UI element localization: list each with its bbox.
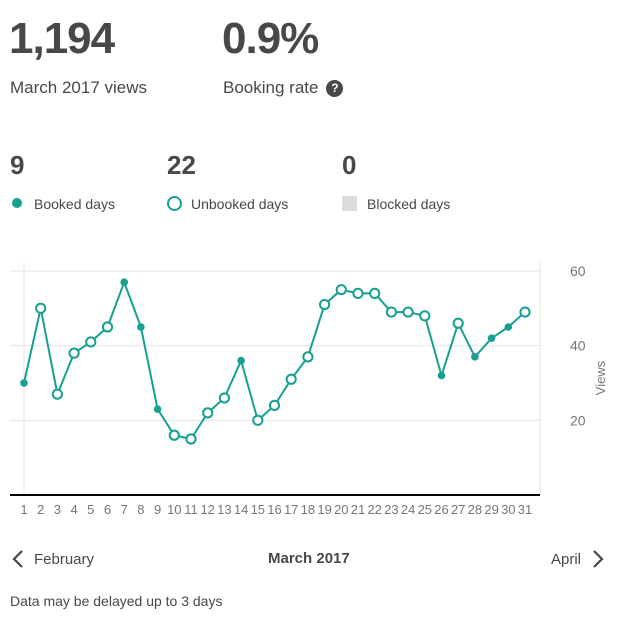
unbooked-day-point[interactable] bbox=[168, 429, 180, 441]
x-tick-label: 10 bbox=[167, 502, 181, 517]
x-tick-label: 3 bbox=[54, 502, 61, 517]
x-tick-label: 19 bbox=[317, 502, 331, 517]
unbooked-ring-icon bbox=[167, 196, 182, 211]
x-tick-label: 22 bbox=[367, 502, 381, 517]
y-axis-title: Views bbox=[593, 360, 608, 395]
x-tick-label: 30 bbox=[501, 502, 515, 517]
x-tick-label: 11 bbox=[184, 502, 198, 517]
unbooked-day-point[interactable] bbox=[319, 299, 331, 311]
booking-rate-label: Booking rate bbox=[223, 78, 319, 97]
next-month-link[interactable]: April bbox=[551, 548, 604, 570]
unbooked-days-label: Unbooked days bbox=[191, 196, 289, 212]
x-tick-label: 5 bbox=[87, 502, 94, 517]
prev-month-label: February bbox=[34, 550, 95, 568]
booked-day-point[interactable] bbox=[504, 323, 513, 331]
unbooked-day-point[interactable] bbox=[519, 306, 531, 318]
x-tick-label: 18 bbox=[301, 502, 315, 517]
views-label: March 2017 views bbox=[10, 78, 148, 97]
x-tick-label: 28 bbox=[468, 502, 482, 517]
unbooked-day-point[interactable] bbox=[352, 287, 364, 300]
x-tick-label: 8 bbox=[137, 502, 144, 517]
booked-day-point[interactable] bbox=[120, 278, 128, 286]
unbooked-day-point[interactable] bbox=[85, 336, 97, 348]
data-delay-note: Data may be delayed up to 3 days bbox=[10, 593, 223, 609]
unbooked-day-point[interactable] bbox=[369, 287, 381, 300]
views-series-line bbox=[23, 281, 526, 440]
booked-day-point[interactable] bbox=[437, 371, 446, 380]
unbooked-day-point[interactable] bbox=[51, 388, 64, 400]
unbooked-day-point[interactable] bbox=[285, 373, 297, 385]
unbooked-day-point[interactable] bbox=[252, 414, 264, 426]
x-tick-label: 9 bbox=[154, 502, 161, 517]
current-month-label: March 2017 bbox=[268, 550, 350, 567]
x-tick-label: 6 bbox=[104, 502, 111, 517]
x-tick-label: 12 bbox=[200, 502, 214, 517]
x-tick-label: 27 bbox=[451, 502, 465, 517]
x-tick-label: 7 bbox=[121, 502, 128, 517]
unbooked-day-point[interactable] bbox=[385, 306, 397, 318]
unbooked-day-point[interactable] bbox=[202, 407, 214, 419]
x-tick-label: 15 bbox=[251, 502, 265, 517]
x-tick-label: 2 bbox=[37, 502, 44, 517]
x-tick-label: 16 bbox=[267, 502, 281, 517]
unbooked-day-point[interactable] bbox=[101, 321, 114, 333]
booked-day-point[interactable] bbox=[237, 356, 245, 365]
booked-days-label: Booked days bbox=[34, 196, 115, 212]
x-tick-label: 20 bbox=[334, 502, 348, 517]
blocked-days-value: 0 bbox=[342, 150, 357, 180]
x-tick-label: 24 bbox=[401, 502, 415, 517]
next-month-label: April bbox=[551, 550, 582, 568]
y-tick-label: 20 bbox=[570, 412, 586, 428]
x-tick-label: 17 bbox=[284, 502, 298, 517]
unbooked-day-point[interactable] bbox=[419, 310, 431, 322]
chevron-right-icon bbox=[593, 550, 604, 568]
x-tick-label: 1 bbox=[20, 502, 27, 517]
booked-day-point[interactable] bbox=[471, 353, 479, 361]
unbooked-day-point[interactable] bbox=[35, 302, 47, 314]
unbooked-day-point[interactable] bbox=[68, 347, 80, 359]
x-tick-label: 14 bbox=[234, 502, 248, 517]
booked-day-point[interactable] bbox=[153, 405, 162, 413]
x-tick-label: 26 bbox=[434, 502, 448, 517]
views-value: 1,194 bbox=[9, 14, 115, 63]
booked-day-point[interactable] bbox=[20, 379, 28, 387]
booking-rate-label-row: Booking rate? bbox=[223, 78, 344, 98]
x-tick-label: 29 bbox=[484, 502, 498, 517]
y-tick-label: 40 bbox=[570, 338, 586, 354]
prev-month-link[interactable]: February bbox=[12, 548, 94, 570]
question-circle-icon[interactable]: ? bbox=[326, 80, 344, 97]
x-tick-label: 21 bbox=[351, 502, 365, 517]
y-tick-label: 60 bbox=[570, 263, 586, 279]
booking-rate-value: 0.9% bbox=[222, 14, 319, 63]
unbooked-day-point[interactable] bbox=[185, 433, 197, 445]
unbooked-day-point[interactable] bbox=[402, 306, 414, 318]
booked-dot-icon bbox=[12, 198, 22, 208]
booked-day-point[interactable] bbox=[487, 334, 496, 342]
unbooked-day-point[interactable] bbox=[302, 351, 314, 363]
booked-day-point[interactable] bbox=[137, 323, 145, 331]
unbooked-day-point[interactable] bbox=[218, 392, 230, 404]
blocked-days-label: Blocked days bbox=[367, 196, 451, 212]
x-tick-label: 25 bbox=[418, 502, 432, 517]
x-tick-label: 23 bbox=[384, 502, 398, 517]
unbooked-day-point[interactable] bbox=[268, 399, 281, 411]
unbooked-days-value: 22 bbox=[167, 150, 196, 180]
unbooked-day-point[interactable] bbox=[335, 284, 347, 296]
x-tick-label: 31 bbox=[518, 502, 532, 517]
unbooked-day-point[interactable] bbox=[452, 317, 464, 329]
blocked-square-icon bbox=[342, 196, 357, 211]
x-tick-label: 4 bbox=[70, 502, 77, 517]
booked-days-value: 9 bbox=[10, 150, 25, 180]
x-tick-label: 13 bbox=[217, 502, 231, 517]
chevron-left-icon bbox=[12, 550, 23, 568]
